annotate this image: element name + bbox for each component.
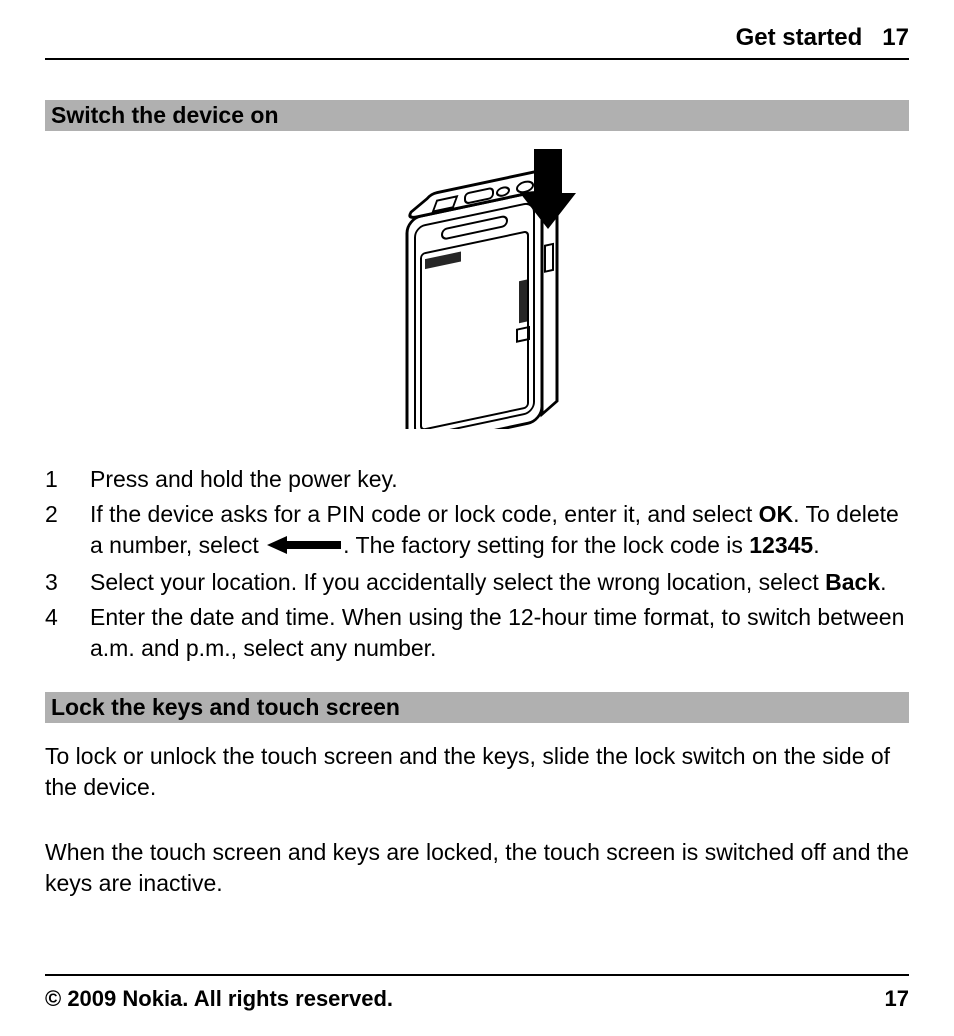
text-fragment: Select your location. If you accidentall… <box>90 569 825 595</box>
header-page-number: 17 <box>882 24 909 51</box>
device-power-figure <box>45 149 909 434</box>
step-1: 1 Press and hold the power key. <box>45 464 909 495</box>
header-title: Get started <box>736 24 863 51</box>
switch-on-steps: 1 Press and hold the power key. 2 If the… <box>45 464 909 664</box>
lock-paragraph-1: To lock or unlock the touch screen and t… <box>45 741 909 803</box>
step-3: 3 Select your location. If you accidenta… <box>45 567 909 598</box>
lock-paragraph-2: When the touch screen and keys are locke… <box>45 837 909 899</box>
ok-label: OK <box>759 501 794 527</box>
page-footer: © 2009 Nokia. All rights reserved. 17 <box>45 974 909 1012</box>
text-fragment: . <box>813 532 819 558</box>
step-text: If the device asks for a PIN code or loc… <box>90 499 909 562</box>
backspace-arrow-icon <box>267 531 341 562</box>
step-text: Press and hold the power key. <box>90 464 909 495</box>
text-fragment: . <box>880 569 886 595</box>
footer-page-number: 17 <box>885 986 909 1012</box>
lock-code-value: 12345 <box>749 532 813 558</box>
step-text: Select your location. If you accidentall… <box>90 567 909 598</box>
footer-copyright: © 2009 Nokia. All rights reserved. <box>45 986 393 1012</box>
section-heading-switch-on: Switch the device on <box>45 100 909 131</box>
step-number: 4 <box>45 602 90 664</box>
device-illustration <box>362 149 592 429</box>
step-number: 2 <box>45 499 90 562</box>
section-heading-lock-keys: Lock the keys and touch screen <box>45 692 909 723</box>
text-fragment: . The factory setting for the lock code … <box>343 532 749 558</box>
text-fragment: If the device asks for a PIN code or loc… <box>90 501 759 527</box>
step-2: 2 If the device asks for a PIN code or l… <box>45 499 909 562</box>
page-header: Get started 17 <box>45 24 909 60</box>
step-number: 1 <box>45 464 90 495</box>
step-text: Enter the date and time. When using the … <box>90 602 909 664</box>
step-number: 3 <box>45 567 90 598</box>
back-label: Back <box>825 569 880 595</box>
step-4: 4 Enter the date and time. When using th… <box>45 602 909 664</box>
